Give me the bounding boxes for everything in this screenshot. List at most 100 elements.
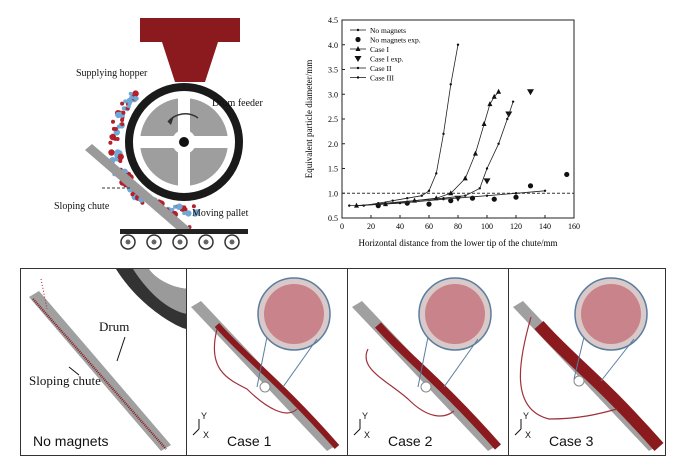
- particle: [185, 210, 192, 217]
- panel-case-1-drawing: [191, 277, 340, 451]
- particle: [121, 106, 126, 111]
- axis-x-label: X: [525, 430, 532, 440]
- particle: [118, 159, 123, 163]
- y-tick-label: 1.5: [328, 165, 338, 174]
- particle: [132, 90, 139, 97]
- data-point: [481, 120, 487, 126]
- particle: [170, 207, 175, 212]
- data-point: [356, 66, 360, 70]
- y-tick-label: 4.0: [328, 41, 338, 50]
- roller-hub: [203, 239, 209, 245]
- data-point: [496, 88, 502, 94]
- data-point: [449, 83, 452, 86]
- data-point: [456, 43, 460, 46]
- particle: [117, 153, 124, 160]
- data-point: [391, 199, 394, 202]
- particle: [130, 192, 135, 197]
- y-tick-label: 1.0: [328, 189, 338, 198]
- data-point: [427, 189, 431, 192]
- series-case-i: [354, 88, 502, 208]
- data-point: [543, 189, 547, 192]
- particle: [116, 124, 121, 129]
- roller-hub: [177, 239, 183, 245]
- panel-case-2-drawing: [352, 277, 501, 451]
- series-line: [356, 101, 514, 206]
- panel-no-magnets-drawing: [29, 269, 187, 451]
- data-point: [448, 198, 454, 204]
- diameter-chart: 0 20 40 60 80 100 120 140 160 0.5 1.0 1.5 2.0 2.5 3.0 3…: [300, 8, 600, 258]
- x-tick-label: 60: [425, 222, 433, 231]
- data-point: [497, 142, 500, 145]
- axis-y-label: Y: [362, 411, 369, 421]
- data-point: [527, 183, 534, 189]
- series-case-iii: [355, 189, 547, 207]
- axis-y-label: Y: [201, 411, 208, 421]
- data-point: [513, 194, 519, 200]
- legend-label: No magnets: [370, 26, 406, 35]
- particle: [121, 110, 126, 115]
- y-tick-label: 4.5: [328, 16, 338, 25]
- data-point: [514, 192, 518, 195]
- particle: [134, 96, 139, 101]
- x-tick-label: 100: [481, 222, 493, 231]
- legend-label: No magnets exp.: [370, 36, 421, 45]
- data-point: [426, 201, 432, 207]
- series-case-ii: [355, 100, 515, 207]
- y-tick-label: 0.5: [328, 214, 338, 223]
- data-point: [442, 197, 445, 201]
- data-point: [462, 175, 468, 181]
- particle: [108, 140, 113, 145]
- particle: [129, 95, 134, 100]
- y-tick-label: 3.5: [328, 66, 338, 75]
- legend-label: Case I: [370, 45, 389, 54]
- particle: [120, 101, 125, 106]
- x-tick-label: 120: [510, 222, 522, 231]
- panel-case-3-drawing: [513, 277, 664, 451]
- x-tick-label: 80: [454, 222, 462, 231]
- particle: [111, 126, 116, 131]
- roller-hub: [229, 239, 235, 245]
- data-point: [491, 196, 497, 202]
- panel-no-magnets: Drum Sloping chute No magnets: [20, 268, 188, 456]
- chute-shape: [85, 144, 190, 234]
- particle: [123, 99, 128, 104]
- data-point: [413, 199, 416, 202]
- axis-y-label: Y: [523, 411, 530, 421]
- data-point: [454, 195, 462, 202]
- data-point: [485, 194, 489, 197]
- x-tick-label: 160: [568, 222, 580, 231]
- data-point: [487, 101, 493, 107]
- data-point: [355, 204, 358, 207]
- data-point: [511, 100, 515, 103]
- particle: [128, 91, 133, 96]
- drum-label: Drum feeder: [212, 98, 263, 109]
- legend-label: Case III: [370, 74, 394, 83]
- panel-label: Case 3: [549, 433, 594, 449]
- roller-hub: [125, 239, 131, 245]
- particle: [120, 118, 125, 122]
- legend-label: Case II: [370, 64, 392, 73]
- data-point: [354, 56, 362, 62]
- particle: [183, 207, 188, 212]
- data-point: [448, 190, 454, 196]
- legend-label: Case I exp.: [370, 55, 404, 64]
- x-tick-label: 140: [539, 222, 551, 231]
- schematic-figure: Supplying hopper Drum feeder Sloping chu…: [40, 10, 270, 255]
- pallet-label: Moving pallet: [192, 208, 249, 219]
- particle: [108, 149, 115, 156]
- axis-x-label: X: [203, 430, 210, 440]
- y-axis-label: Equivalent particle diameter/mm: [304, 60, 314, 178]
- data-point: [420, 194, 423, 197]
- y-tick-label: 2.0: [328, 140, 338, 149]
- chute-label: Sloping chute: [54, 201, 110, 212]
- data-point: [478, 187, 481, 190]
- x-axis-label: Horizontal distance from the lower tip o…: [359, 238, 558, 248]
- panel-label: No magnets: [33, 433, 109, 449]
- roller-hub: [151, 239, 157, 245]
- data-point: [527, 89, 534, 96]
- particle: [120, 122, 125, 127]
- y-tick-label: 3.0: [328, 90, 338, 99]
- panel-case-3: Y X Case 3: [508, 268, 666, 456]
- chart-svg: 0 20 40 60 80 100 120 140 160 0.5 1.0 1.5 2.0 2.5 3.0 3…: [304, 16, 580, 248]
- x-tick-label: 0: [340, 222, 344, 231]
